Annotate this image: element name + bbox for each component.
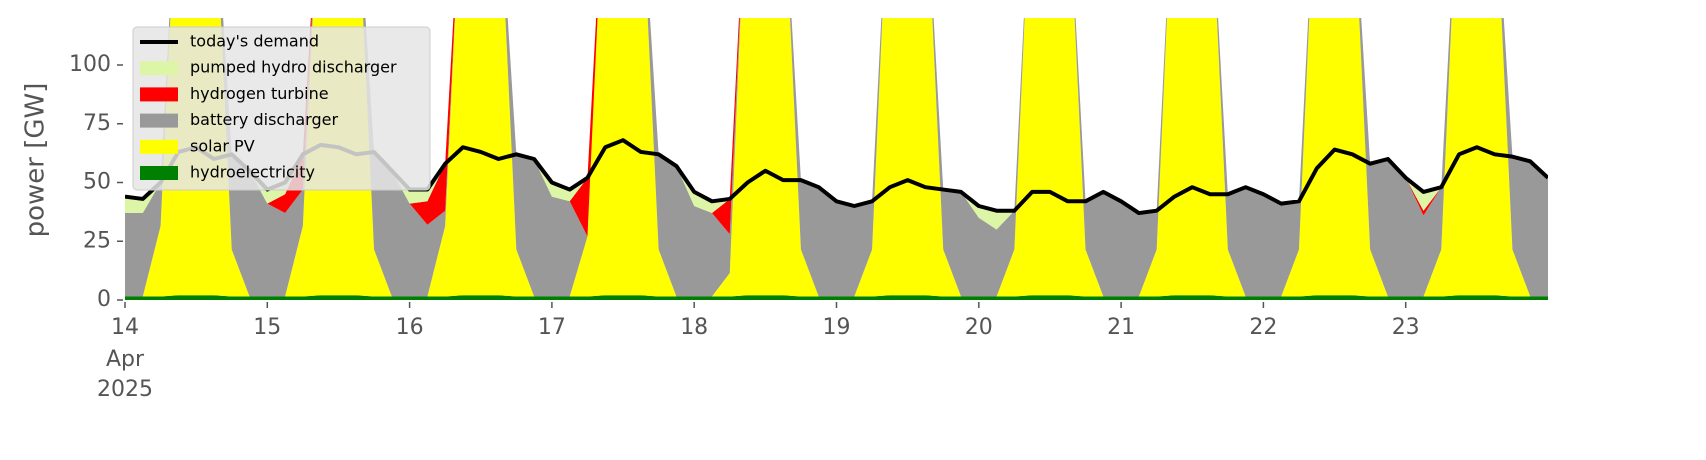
y-tick-label: 75 xyxy=(83,111,111,136)
plot-area xyxy=(125,18,1548,300)
x-tick-label: 21 xyxy=(1107,315,1135,340)
legend-label: pumped hydro discharger xyxy=(190,58,397,77)
y-tick-label: 50 xyxy=(83,170,111,195)
x-tick-label: 20 xyxy=(965,315,993,340)
x-tick-label: 22 xyxy=(1249,315,1277,340)
y-axis-label: power [GW] xyxy=(21,83,51,238)
legend-swatch xyxy=(140,166,178,180)
legend-swatch xyxy=(140,113,178,128)
y-tick-label: 25 xyxy=(83,228,111,253)
x-tick-label: 17 xyxy=(538,315,566,340)
legend-swatch xyxy=(140,61,178,76)
area xyxy=(125,18,1548,297)
x-tick-label: 18 xyxy=(680,315,708,340)
area xyxy=(125,295,1548,300)
legend-swatch xyxy=(140,87,178,102)
legend-label: today's demand xyxy=(190,32,319,51)
legend-box xyxy=(132,26,431,191)
x-tick-label: 15 xyxy=(253,315,281,340)
x-tick-label: 23 xyxy=(1392,315,1420,340)
x-tick-label: 16 xyxy=(396,315,424,340)
x-tick-label: 14 xyxy=(111,315,139,340)
legend-label: solar PV xyxy=(190,136,255,155)
x-tick-label: 19 xyxy=(823,315,851,340)
y-tick-label: 0 xyxy=(97,287,111,312)
legend-label: hydroelectricity xyxy=(190,163,315,182)
area xyxy=(125,18,1548,297)
x-year-label: 2025 xyxy=(97,377,153,402)
legend-label: hydrogen turbine xyxy=(190,84,329,103)
legend-label: battery discharger xyxy=(190,110,338,129)
legend-swatch xyxy=(140,139,178,154)
y-tick-label: 100 xyxy=(69,52,111,77)
x-month-label: Apr xyxy=(106,347,145,372)
